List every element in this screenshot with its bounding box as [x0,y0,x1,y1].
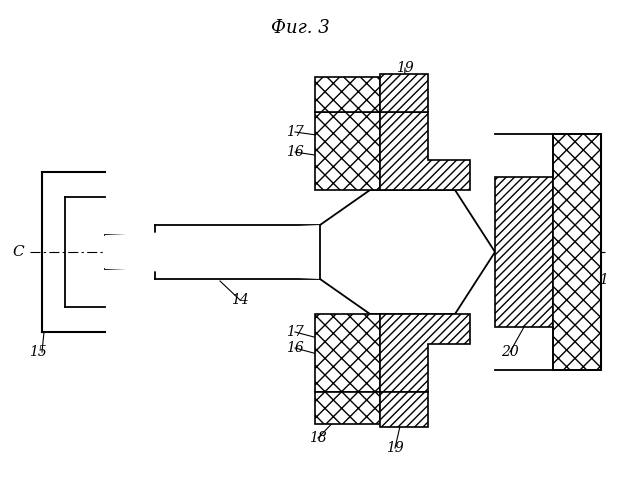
Bar [315,77,380,112]
Text: 20: 20 [501,345,519,359]
Text: 21: 21 [591,273,609,287]
Bar [380,392,428,427]
Polygon shape [320,190,495,314]
Text: 15: 15 [29,345,47,359]
Text: 18: 18 [309,431,327,445]
Bar [315,392,380,424]
Polygon shape [380,314,470,392]
Text: C: C [12,245,24,259]
Bar [380,74,428,112]
Text: 16: 16 [286,145,304,159]
Text: 17: 17 [286,325,304,339]
Bar [495,177,553,327]
Text: 19: 19 [396,61,414,75]
Bar [315,314,380,392]
Bar [553,134,601,370]
Bar [315,112,380,190]
Text: 14: 14 [231,293,249,307]
Polygon shape [380,112,470,190]
Text: 16: 16 [286,341,304,355]
Polygon shape [105,225,320,279]
Text: 17: 17 [286,125,304,139]
Text: Фиг. 3: Фиг. 3 [271,19,329,37]
Text: 19: 19 [386,441,404,455]
Text: 22: 22 [391,118,409,132]
